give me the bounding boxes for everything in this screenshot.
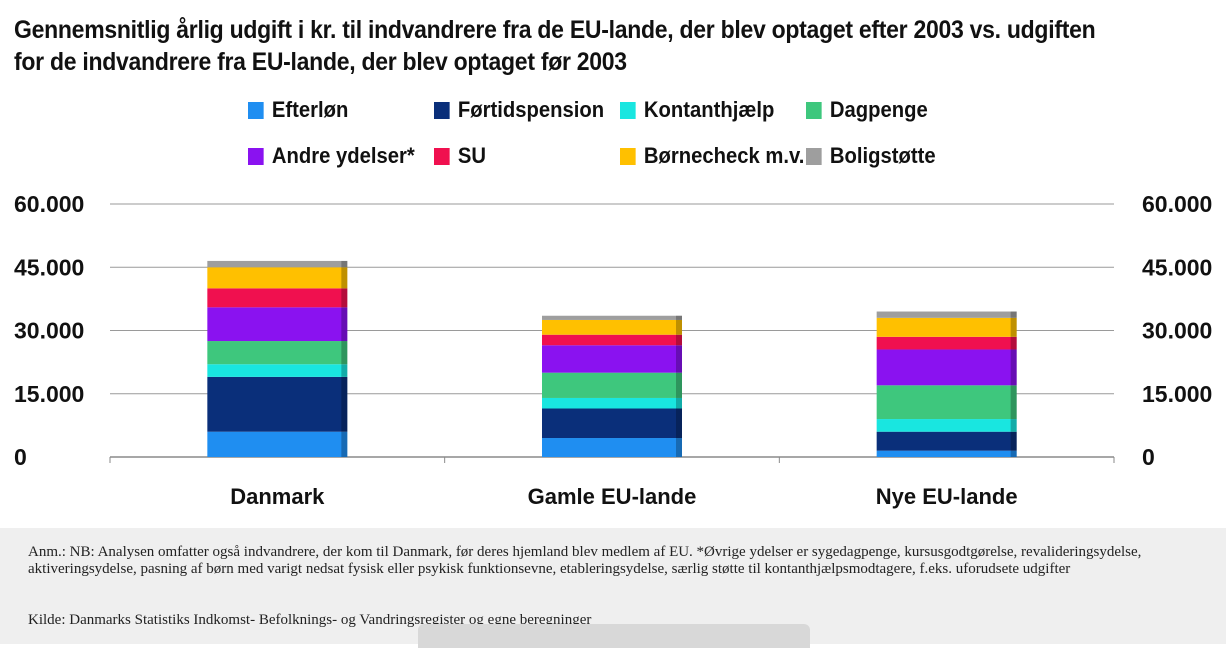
- pager-toolbar[interactable]: [418, 624, 810, 648]
- bar-segment: [542, 334, 682, 346]
- bar-segment-edge: [1010, 385, 1017, 420]
- x-tick-label: Gamle EU-lande: [528, 484, 697, 509]
- y-tick-label-left: 30.000: [14, 318, 84, 344]
- bar-segment-edge: [676, 345, 682, 373]
- y-tick-label-left: 15.000: [14, 381, 84, 407]
- bar-segment: [207, 307, 348, 342]
- bar-segment-edge: [341, 431, 348, 457]
- bar-segment-edge: [676, 408, 682, 439]
- y-tick-label-right: 60.000: [1142, 191, 1212, 217]
- stacked-bar-chart: 60.000 60.000 45.000 45.000 30.000 30.000 15.0…: [14, 191, 1212, 509]
- bar-segment-edge: [676, 397, 682, 409]
- bar-segment: [207, 364, 348, 377]
- bar-segment-edge: [1010, 450, 1017, 457]
- bar-segment-edge: [1010, 336, 1017, 350]
- bar-segment-edge: [676, 438, 682, 457]
- bar-segment-edge: [1010, 311, 1017, 318]
- bar-segment: [876, 311, 1017, 318]
- bar-segment: [876, 419, 1017, 432]
- bar-segment-edge: [676, 315, 682, 320]
- bar-segment: [542, 345, 682, 373]
- bar-segment-edge: [1010, 419, 1017, 432]
- bar-segment-edge: [676, 334, 682, 346]
- bar-segment-edge: [341, 267, 348, 289]
- bar-segment-edge: [341, 260, 348, 268]
- y-tick-label-left: 60.000: [14, 191, 84, 217]
- bar-segment: [542, 438, 682, 457]
- bar-segment: [876, 336, 1017, 350]
- y-tick-label-right: 0: [1142, 444, 1155, 470]
- bar-segment: [876, 385, 1017, 420]
- y-tick-label-right: 45.000: [1142, 254, 1212, 280]
- bar-segment: [542, 319, 682, 335]
- bar-segment: [876, 317, 1017, 337]
- bar-segment-edge: [341, 307, 348, 342]
- bar-segment: [876, 431, 1017, 451]
- bar-segment: [207, 431, 348, 457]
- bar-segment: [876, 450, 1017, 457]
- footnote-text: Anm.: NB: Analysen omfatter også indvand…: [28, 544, 1142, 577]
- bar-segment-edge: [1010, 317, 1017, 337]
- y-tick-label-right: 15.000: [1142, 381, 1212, 407]
- bar-segment: [207, 267, 348, 289]
- bar-segment: [542, 408, 682, 439]
- bar-segment: [876, 349, 1017, 386]
- bar-segment: [542, 315, 682, 320]
- bar-segment: [207, 288, 348, 308]
- x-tick-label: Danmark: [230, 484, 325, 509]
- y-tick-label-left: 0: [14, 444, 27, 470]
- bar-segment-edge: [676, 372, 682, 398]
- bar-segment-edge: [341, 341, 348, 365]
- bar-segment-edge: [341, 364, 348, 377]
- bar-segment: [207, 341, 348, 365]
- bar-segment-edge: [341, 376, 348, 432]
- y-tick-label-right: 30.000: [1142, 318, 1212, 344]
- bar-segment: [542, 397, 682, 409]
- y-tick-label-left: 45.000: [14, 254, 84, 280]
- bar-segment: [542, 372, 682, 398]
- bar-segment: [207, 376, 348, 432]
- bar-segment-edge: [1010, 349, 1017, 386]
- bar-segment: [207, 260, 348, 268]
- bar-segment-edge: [341, 288, 348, 308]
- bar-segment-edge: [1010, 431, 1017, 451]
- x-tick-label: Nye EU-lande: [876, 484, 1018, 509]
- bar-segment-edge: [676, 319, 682, 335]
- chart-title: Gennemsnitlig årlig udgift i kr. til ind…: [14, 16, 1096, 76]
